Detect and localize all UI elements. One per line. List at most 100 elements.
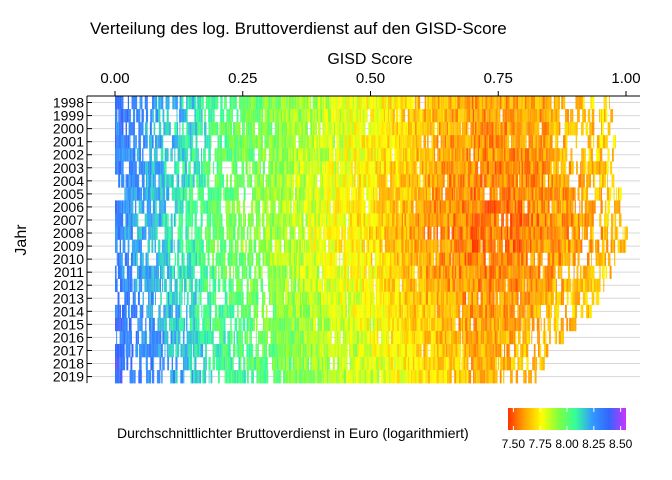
heatmap-cell [354,148,357,162]
heatmap-cell [519,252,522,266]
heatmap-cell [398,343,402,358]
heatmap-cell [311,252,315,266]
heatmap-cell [200,226,203,240]
heatmap-cell [581,200,583,214]
heatmap-cell [387,330,390,345]
heatmap-cell [535,239,539,253]
heatmap-cell [472,187,474,201]
heatmap-cell [413,239,415,253]
heatmap-cell [560,330,563,345]
heatmap-cell [305,96,307,110]
heatmap-cell [347,291,351,306]
heatmap-cell [135,278,138,293]
heatmap-cell [130,187,133,201]
heatmap-cell [158,213,162,227]
heatmap-cell [475,278,479,293]
heatmap-cell [459,265,462,279]
heatmap-cell [208,370,210,384]
heatmap-cell [457,278,459,293]
heatmap-cell [381,278,383,293]
heatmap-cell [274,161,278,175]
heatmap-cell [410,291,413,306]
heatmap-cell [264,370,267,384]
heatmap-cell [201,161,203,175]
heatmap-cell [234,317,238,332]
heatmap-cell [525,343,529,358]
heatmap-cell [356,226,358,240]
heatmap-cell [295,161,298,175]
heatmap-cell [195,239,197,253]
heatmap-cell [383,330,385,345]
heatmap-cell [529,109,532,123]
heatmap-cell [337,343,339,358]
heatmap-cell [391,213,395,227]
heatmap-cell [297,291,300,306]
heatmap-cell [330,122,332,136]
heatmap-cell [456,122,459,136]
heatmap-cell [440,226,443,240]
heatmap-cell [457,343,459,358]
heatmap-cell [454,187,456,201]
heatmap-cell [283,304,286,319]
heatmap-cell [225,370,228,384]
heatmap-cell [290,330,294,345]
heatmap-cell [378,109,380,123]
heatmap-cell [139,148,142,162]
heatmap-cell [461,239,464,253]
heatmap-cell [441,317,444,332]
heatmap-cell [533,265,535,279]
heatmap-cell [216,343,220,358]
heatmap-cell [323,174,326,188]
heatmap-cell [381,226,385,240]
heatmap-cell [353,343,355,358]
heatmap-cell [236,278,238,293]
heatmap-cell [375,161,378,175]
heatmap-cell [461,148,463,162]
heatmap-cell [361,265,364,279]
heatmap-cell [412,252,414,266]
heatmap-cell [609,96,610,110]
heatmap-cell [462,252,465,266]
heatmap-cell [547,239,551,253]
heatmap-cell [463,161,466,175]
heatmap-cell [352,330,353,345]
heatmap-cell [562,317,564,332]
heatmap-cell [233,200,236,214]
heatmap-cell [364,291,366,306]
heatmap-cell [228,343,231,358]
heatmap-cell [420,304,422,319]
heatmap-cell [185,226,188,240]
heatmap-cell [477,122,481,136]
heatmap-cell [325,109,329,123]
heatmap-cell [510,200,514,214]
heatmap-cell [205,96,208,110]
heatmap-cell [246,357,249,371]
heatmap-cell [452,330,455,345]
heatmap-cell [469,161,472,175]
heatmap-cell [229,96,231,110]
heatmap-cell [450,239,453,253]
heatmap-cell [207,252,210,266]
heatmap-cell [299,278,301,293]
heatmap-cell [285,187,288,201]
heatmap-cell [431,135,434,149]
heatmap-cell [123,278,126,293]
heatmap-cell [194,343,198,358]
heatmap-cell [260,148,263,162]
heatmap-cell [415,200,417,214]
heatmap-cell [155,200,157,214]
heatmap-cell [123,200,125,214]
heatmap-cell [378,291,380,306]
heatmap-cell [451,96,455,110]
heatmap-cell [233,213,237,227]
heatmap-cell [315,357,318,371]
heatmap-cell [363,304,366,319]
heatmap-cell [344,96,347,110]
heatmap-cell [458,109,461,123]
heatmap-cell [513,200,515,214]
heatmap-cell [453,252,456,266]
heatmap-cell [229,174,232,188]
heatmap-cell [452,122,455,136]
heatmap-cell [250,330,252,345]
heatmap-cell [513,304,516,319]
